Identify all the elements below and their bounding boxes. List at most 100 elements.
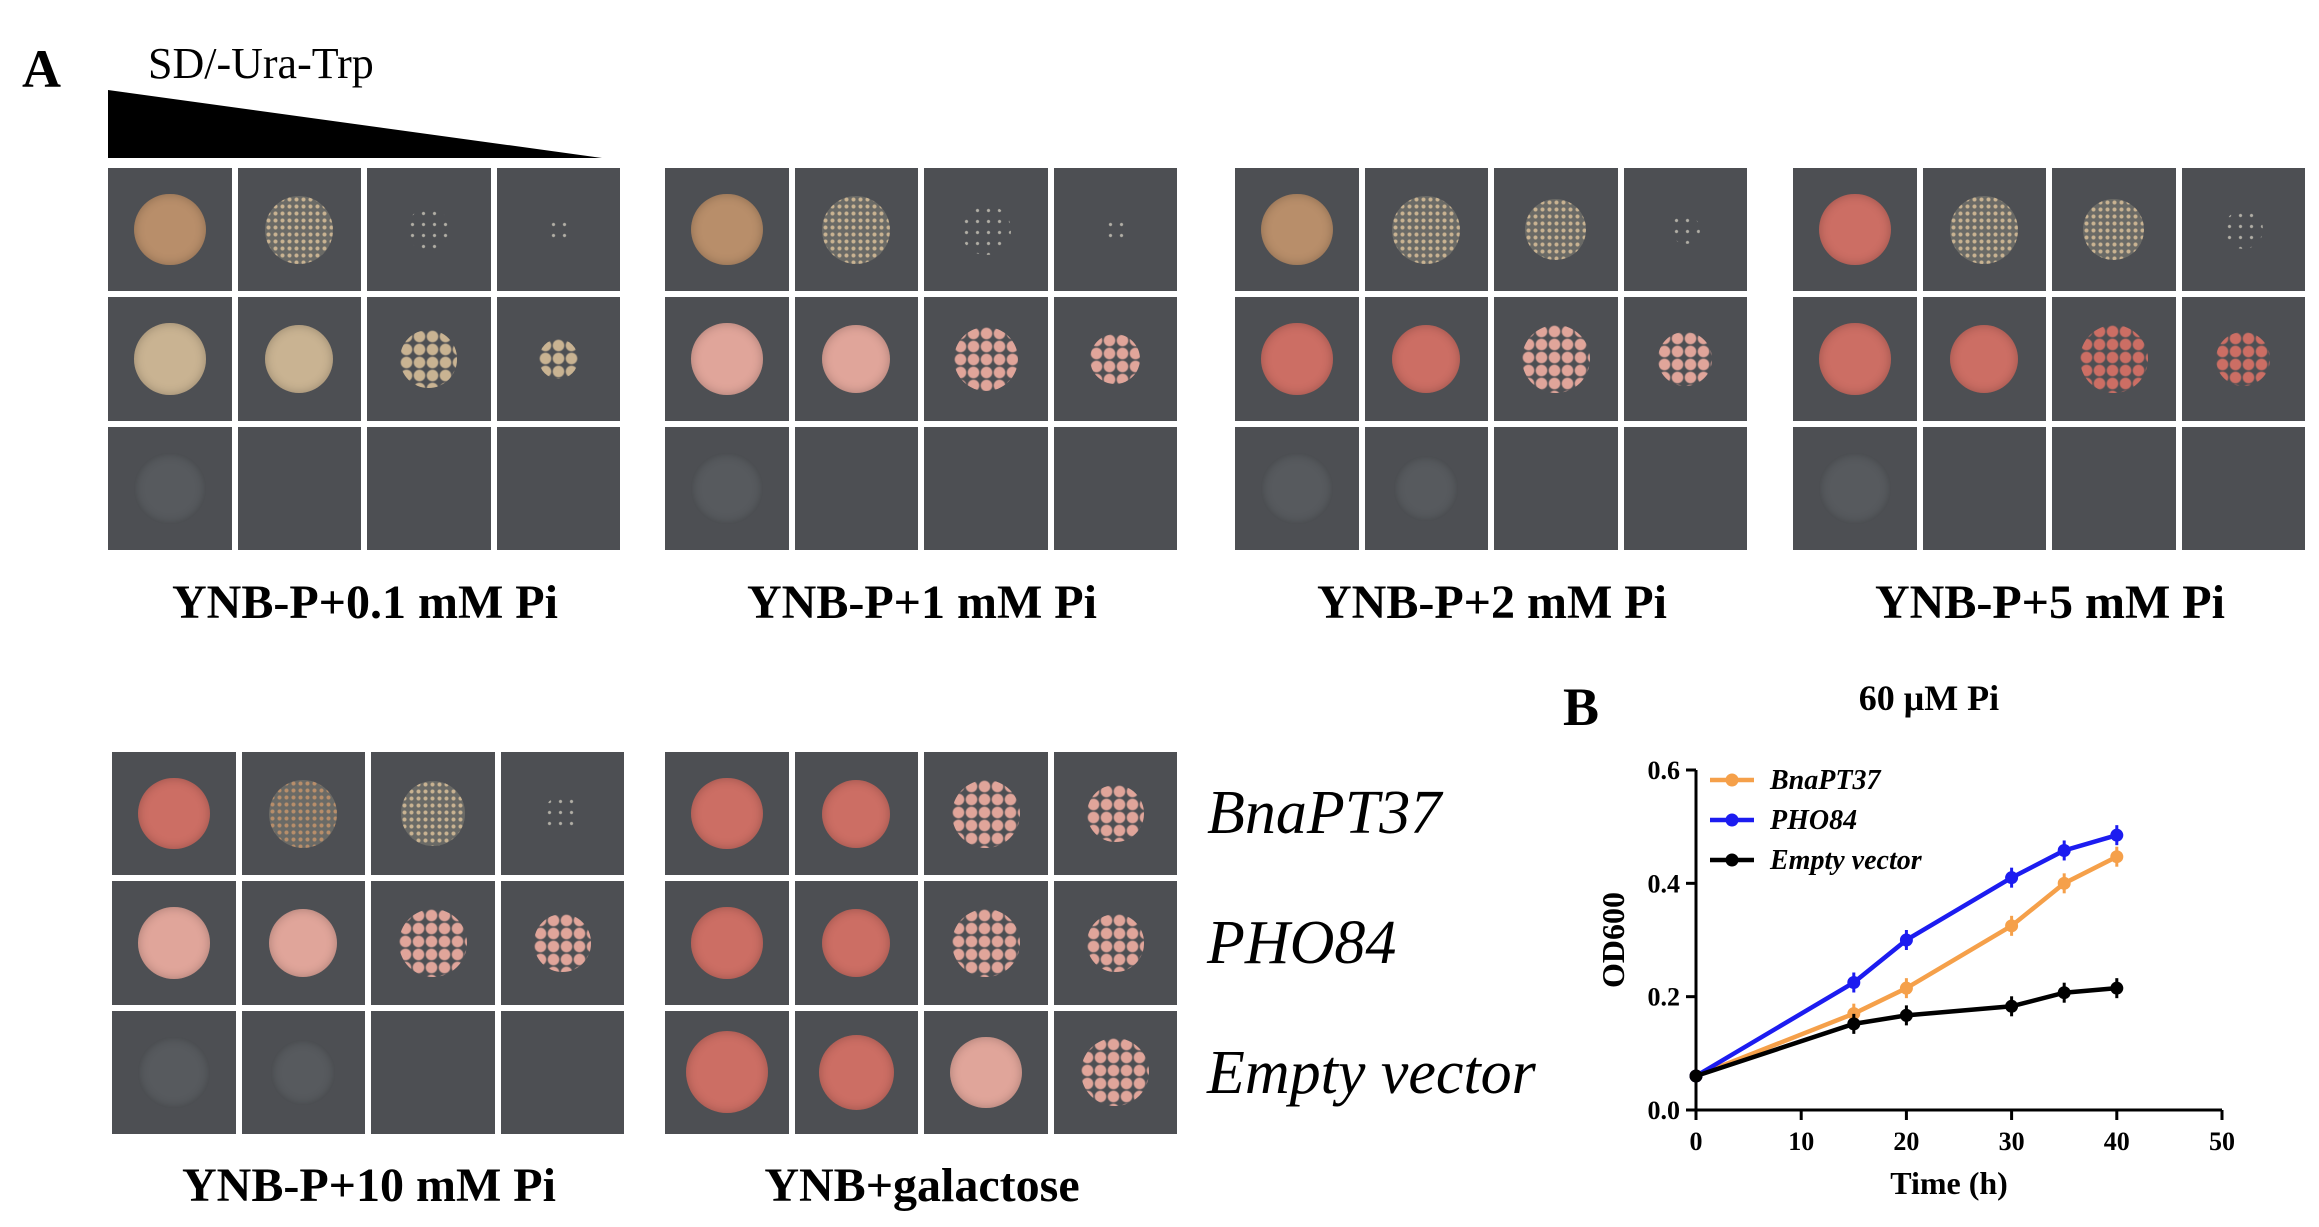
yeast-spot (1950, 325, 2019, 393)
plate-cell (500, 752, 624, 876)
yeast-spot (960, 204, 1011, 255)
plate-cell (108, 168, 232, 292)
plate-2mm (1235, 168, 1747, 550)
yeast-spot (818, 1034, 894, 1110)
plate-cell (108, 297, 232, 421)
plate-title-galactose: YNB+galactose (764, 1159, 1080, 1212)
plate-cell (367, 168, 491, 292)
plate-cell (496, 426, 620, 550)
yeast-spot (137, 777, 210, 850)
yeast-spot (690, 452, 763, 525)
yeast-spot (949, 1036, 1022, 1109)
plate-title-2mm: YNB-P+2 mM Pi (1317, 576, 1667, 629)
plate-cell (500, 1010, 624, 1134)
strain-label-bnapt37: BnaPT37 (1207, 779, 1442, 847)
yeast-spot (398, 909, 467, 977)
series-line (1695, 854, 2118, 1079)
yeast-spot (538, 339, 578, 379)
data-point (1899, 981, 1913, 995)
yeast-spot (133, 193, 206, 266)
data-point (1847, 976, 1861, 989)
legend-swatch-marker (1725, 773, 1739, 787)
yeast-spot (690, 193, 763, 266)
plate-cell (1235, 297, 1359, 421)
plate-10mm (112, 752, 624, 1134)
yeast-spot (544, 795, 581, 832)
plate-cell (1494, 297, 1618, 421)
strain-label-pho84: PHO84 (1207, 909, 1397, 977)
yeast-spot (137, 907, 210, 979)
plate-cell (496, 168, 620, 292)
x-tick-label: 30 (1999, 1127, 2025, 1156)
y-tick-label: 0.6 (1648, 756, 1681, 785)
plate-cell (1364, 297, 1488, 421)
data-point (2110, 981, 2124, 995)
plate-cell (1364, 168, 1488, 292)
x-tick-label: 40 (2104, 1127, 2130, 1156)
plate-cell (1053, 881, 1177, 1005)
plate-cell (665, 752, 789, 876)
yeast-spot (690, 777, 763, 850)
plate-cell (1053, 168, 1177, 292)
yeast-spot (547, 218, 569, 241)
yeast-spot (2223, 209, 2263, 250)
plate-cell (237, 168, 361, 292)
plate-galactose (665, 752, 1177, 1134)
plate-cell (371, 881, 495, 1005)
yeast-spot (133, 323, 206, 395)
plate-cell (794, 881, 918, 1005)
yeast-spot (271, 1040, 336, 1105)
plate-cell (1793, 168, 1917, 292)
yeast-spot (2216, 332, 2271, 386)
yeast-spot (1670, 215, 1700, 244)
yeast-spot (951, 909, 1020, 977)
yeast-spot (1818, 193, 1891, 266)
yeast-spot (265, 325, 334, 393)
chart-title: 60 μM Pi (1859, 678, 1999, 718)
plate-cell (665, 297, 789, 421)
plate-cell (924, 297, 1048, 421)
x-tick-label: 10 (1788, 1127, 1814, 1156)
plate-cell (2181, 168, 2305, 292)
plate-cell (1922, 168, 2046, 292)
data-point (2057, 876, 2071, 890)
x-tick-label: 20 (1893, 1127, 1919, 1156)
plate-cell (108, 426, 232, 550)
legend-label: Empty vector (1769, 845, 1923, 876)
y-tick-label: 0.0 (1648, 1096, 1681, 1125)
yeast-spot (1260, 452, 1333, 525)
plate-cell (1235, 168, 1359, 292)
plate-cell (924, 168, 1048, 292)
plate-cell (112, 752, 236, 876)
y-tick-label: 0.4 (1648, 869, 1681, 898)
legend-label: PHO84 (1769, 805, 1857, 836)
x-tick-label: 50 (2209, 1127, 2235, 1156)
data-point (1899, 1008, 1913, 1022)
yeast-spot (1260, 323, 1333, 395)
plate-cell (1053, 426, 1177, 550)
yeast-spot (1086, 914, 1144, 972)
yeast-spot (2079, 325, 2148, 393)
plate-cell (1793, 426, 1917, 550)
series-line (1695, 985, 2117, 1079)
plate-cell (2052, 297, 2176, 421)
plate-cell (241, 1010, 365, 1134)
yeast-spot (1658, 332, 1713, 386)
plate-cell (794, 426, 918, 550)
plate-cell (794, 168, 918, 292)
dilution-wedge (108, 90, 602, 158)
plate-cell (1053, 1010, 1177, 1134)
data-point (2005, 919, 2019, 933)
plate-cell (237, 426, 361, 550)
plate-cell (1922, 297, 2046, 421)
yeast-spot (400, 330, 458, 388)
plate-1mm (665, 168, 1177, 550)
plate-cell (2181, 426, 2305, 550)
data-point (2057, 986, 2071, 1000)
plate-cell (112, 1010, 236, 1134)
plate-title-5mm: YNB-P+5 mM Pi (1875, 576, 2225, 629)
plate-cell (2052, 426, 2176, 550)
yeast-spot (822, 325, 891, 393)
yeast-spot (1818, 452, 1891, 525)
plate-cell (2052, 168, 2176, 292)
